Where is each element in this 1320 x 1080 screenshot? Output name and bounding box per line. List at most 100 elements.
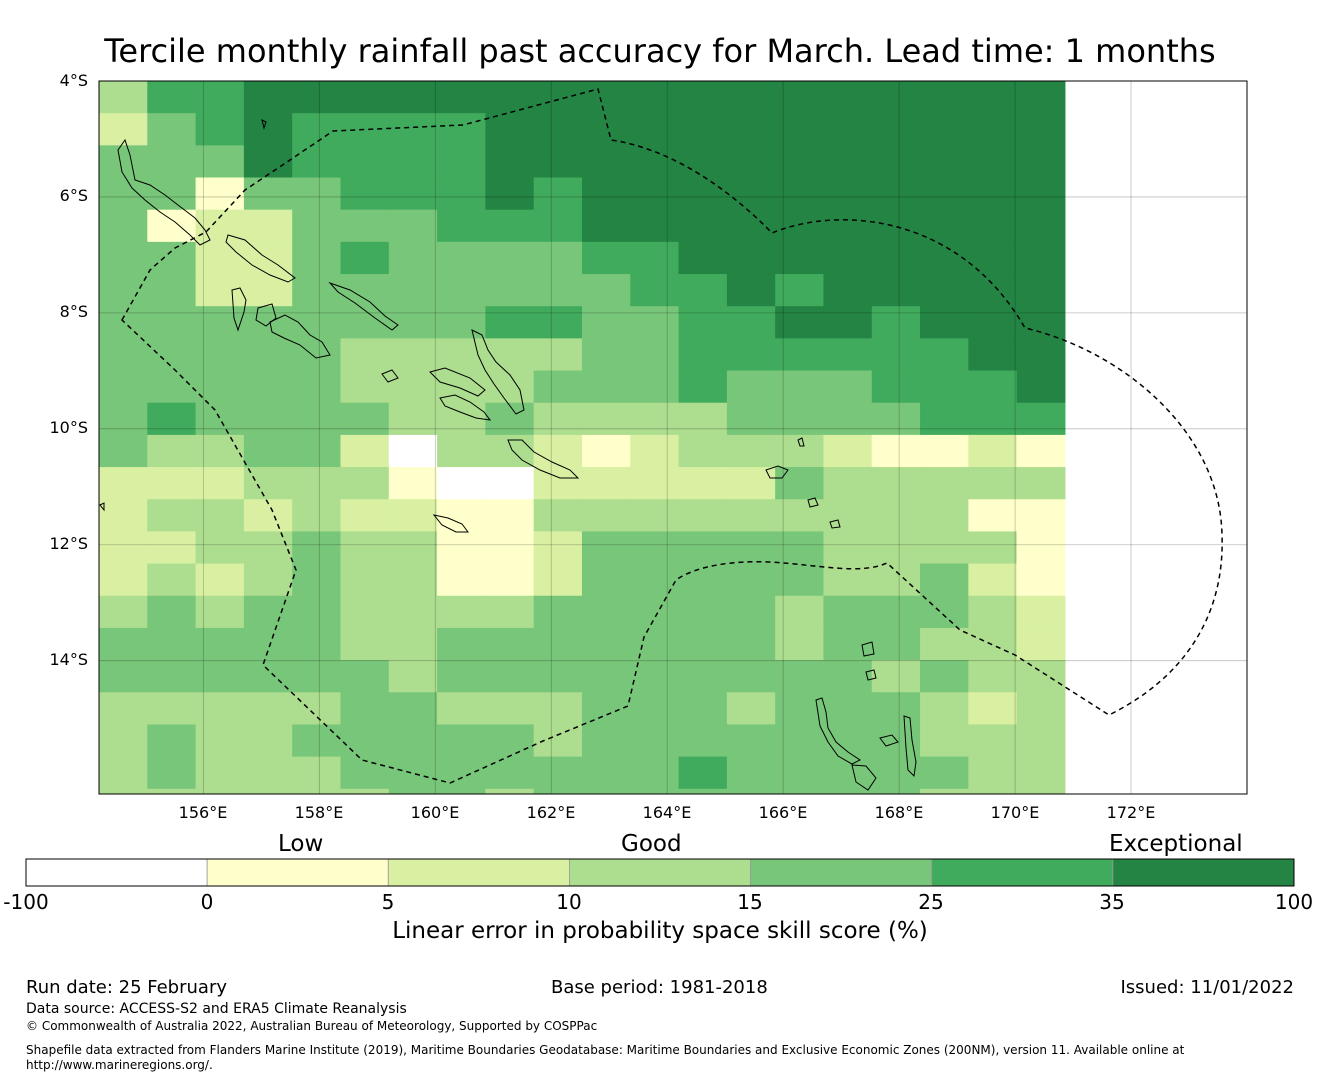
island-coastline: [879, 734, 899, 747]
heatmap-cell: [388, 724, 438, 758]
heatmap-cell: [871, 177, 921, 211]
heatmap-cell: [678, 113, 728, 146]
heatmap-cells: [99, 81, 1066, 795]
heatmap-cell: [388, 306, 438, 339]
colorbar-title: Linear error in probability space skill …: [392, 918, 928, 944]
colorbar-swatch: [750, 858, 933, 887]
heatmap-cell: [485, 145, 535, 179]
heatmap-cell: [581, 274, 631, 307]
heatmap-cell: [726, 660, 776, 693]
heatmap-cell: [968, 81, 1018, 114]
heatmap-cell: [968, 499, 1018, 532]
heatmap-cell: [533, 370, 583, 404]
heatmap-cell: [1016, 756, 1066, 790]
heatmap-cell: [195, 274, 245, 307]
heatmap-cell: [920, 467, 969, 500]
lon-label: 168°E: [874, 803, 924, 822]
heatmap-cell: [195, 434, 245, 468]
heatmap-cell: [581, 434, 631, 468]
heatmap-cell: [630, 145, 680, 179]
heatmap-cell: [243, 563, 293, 597]
heatmap-cell: [775, 370, 824, 404]
map-title: Tercile monthly rainfall past accuracy f…: [104, 32, 1216, 70]
heatmap-cell: [533, 306, 583, 339]
heatmap-cell: [1016, 788, 1066, 795]
heatmap-cell: [678, 306, 728, 339]
heatmap-cell: [340, 660, 390, 693]
lon-label: 156°E: [178, 803, 228, 822]
copyright: © Commonwealth of Australia 2022, Austra…: [26, 1019, 598, 1033]
heatmap-cell: [243, 660, 293, 693]
heatmap-cell: [292, 370, 341, 404]
heatmap-cell: [340, 434, 390, 468]
lon-label: 166°E: [758, 803, 808, 822]
heatmap-cell: [630, 660, 680, 693]
heatmap-cell: [968, 177, 1018, 211]
heatmap-cell: [1016, 145, 1066, 179]
heatmap-cell: [968, 274, 1018, 307]
heatmap-cell: [726, 306, 776, 339]
heatmap-cell: [581, 531, 631, 565]
heatmap-cell: [630, 241, 680, 275]
colorbar-swatch: [1112, 858, 1295, 887]
heatmap-cell: [871, 531, 921, 565]
heatmap-cell: [678, 338, 728, 372]
heatmap-cell: [968, 434, 1018, 468]
heatmap-cell: [630, 402, 680, 436]
heatmap-cell: [823, 499, 873, 532]
heatmap-cell: [485, 756, 535, 790]
heatmap-cell: [678, 145, 728, 179]
heatmap-cell: [726, 209, 776, 243]
heatmap-cell: [99, 338, 148, 372]
heatmap-cell: [533, 113, 583, 146]
heatmap-cell: [775, 660, 824, 693]
heatmap-cell: [437, 724, 486, 758]
heatmap-cell: [823, 692, 873, 725]
heatmap-cell: [485, 563, 535, 597]
heatmap-cell: [871, 434, 921, 468]
heatmap-cell: [968, 209, 1018, 243]
heatmap-cell: [292, 145, 341, 179]
heatmap-cell: [147, 756, 197, 790]
heatmap-cell: [920, 595, 969, 629]
heatmap-cell: [678, 563, 728, 597]
heatmap-cell: [678, 531, 728, 565]
heatmap-cell: [292, 756, 341, 790]
heatmap-cell: [678, 402, 728, 436]
heatmap-cell: [99, 434, 148, 468]
heatmap-cell: [437, 434, 486, 468]
heatmap-cell: [823, 81, 873, 114]
heatmap-cell: [678, 467, 728, 500]
heatmap-cell: [340, 113, 390, 146]
heatmap-cell: [195, 338, 245, 372]
heatmap-cell: [292, 724, 341, 758]
lon-label: 162°E: [526, 803, 576, 822]
heatmap-cell: [630, 81, 680, 114]
lat-label: 6°S: [59, 186, 88, 205]
heatmap-cell: [437, 499, 486, 532]
heatmap-cell: [630, 595, 680, 629]
heatmap-cell: [581, 563, 631, 597]
heatmap-cell: [726, 113, 776, 146]
heatmap-cell: [726, 724, 776, 758]
heatmap-cell: [1016, 81, 1066, 114]
heatmap-cell: [871, 627, 921, 661]
heatmap-cell: [1016, 274, 1066, 307]
heatmap-cell: [775, 81, 824, 114]
heatmap-cell: [147, 531, 197, 565]
heatmap-cell: [99, 756, 148, 790]
heatmap-cell: [581, 788, 631, 795]
heatmap-cell: [147, 563, 197, 597]
heatmap-cell: [581, 338, 631, 372]
heatmap-cell: [630, 724, 680, 758]
heatmap-cell: [678, 724, 728, 758]
heatmap-cell: [1016, 434, 1066, 468]
heatmap-cell: [920, 692, 969, 725]
heatmap-cell: [775, 241, 824, 275]
heatmap-cell: [243, 209, 293, 243]
heatmap-cell: [533, 402, 583, 436]
heatmap-cell: [485, 338, 535, 372]
heatmap-cell: [292, 788, 341, 795]
heatmap-cell: [726, 499, 776, 532]
